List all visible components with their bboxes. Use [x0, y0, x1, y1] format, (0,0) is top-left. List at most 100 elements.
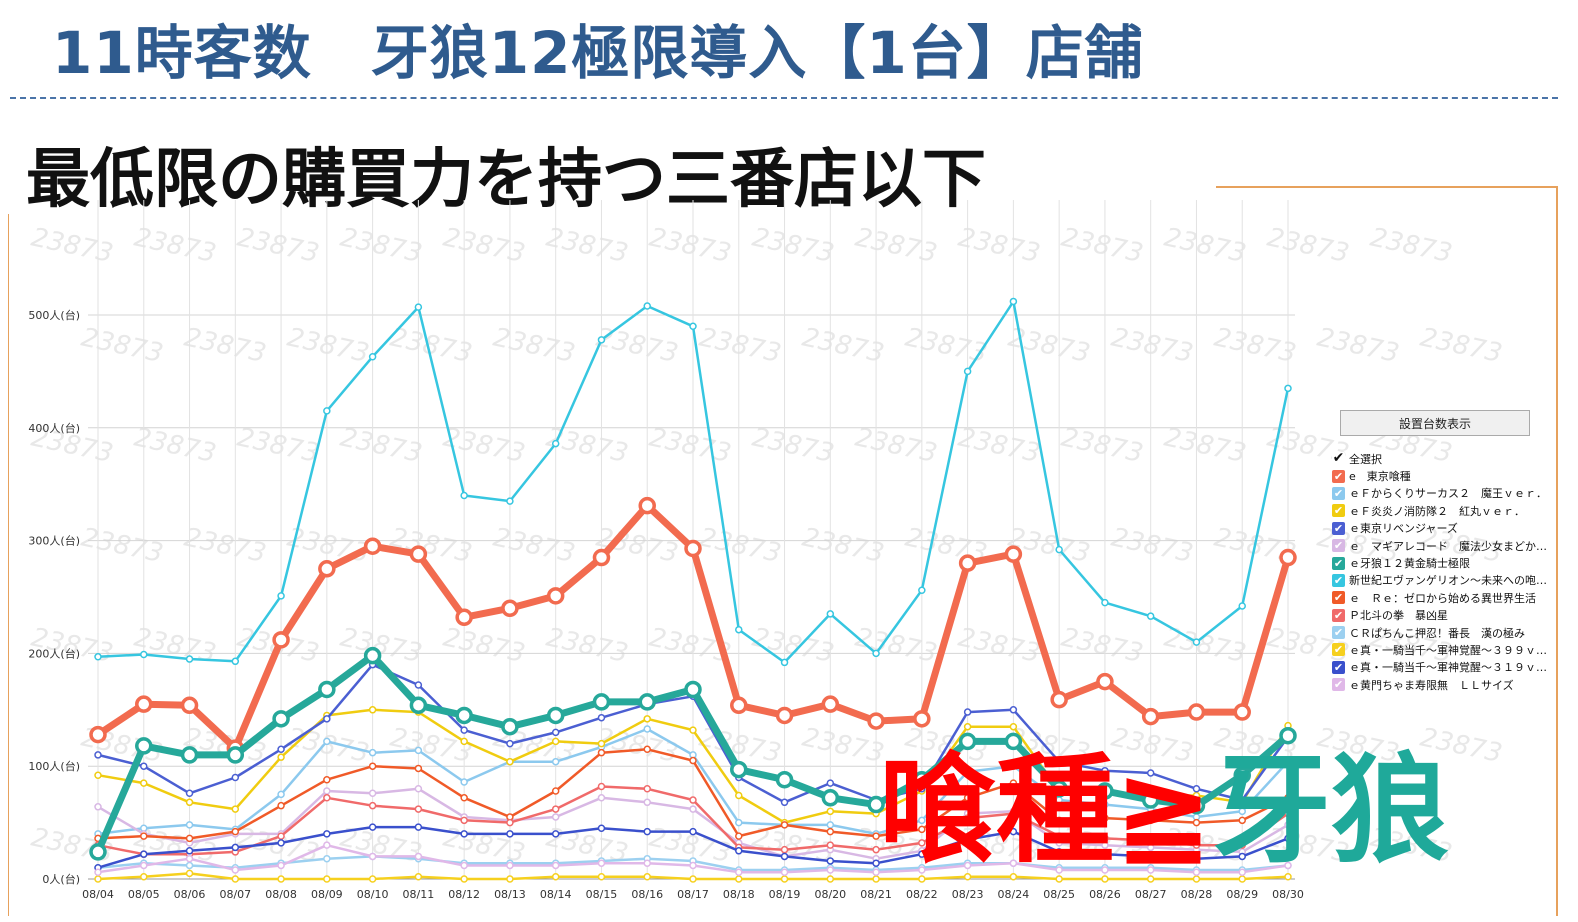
series-12-point-9[interactable] — [506, 861, 514, 870]
series-11-point-9[interactable] — [506, 830, 514, 838]
series-11-point-3[interactable] — [231, 843, 240, 852]
series-11-point-6[interactable] — [368, 823, 377, 831]
series-10-point-18[interactable] — [918, 875, 926, 883]
series-0-point-23[interactable] — [1141, 707, 1160, 726]
series-10-point-11[interactable] — [597, 872, 606, 881]
series-0-point-13[interactable] — [684, 539, 702, 558]
series-8-point-20[interactable] — [1009, 809, 1018, 818]
series-6-point-13[interactable] — [689, 322, 697, 331]
series-12-point-12[interactable] — [643, 859, 651, 867]
series-5-point-15[interactable] — [775, 770, 794, 789]
series-2-point-13[interactable] — [689, 726, 697, 734]
series-1-point-19[interactable] — [963, 768, 972, 776]
series-2-point-9[interactable] — [506, 757, 514, 766]
series-7-point-21[interactable] — [1055, 816, 1063, 825]
legend-checkbox-icon[interactable]: ✔ — [1332, 573, 1345, 587]
series-3-point-8[interactable] — [460, 726, 468, 734]
series-6-point-23[interactable] — [1146, 612, 1155, 620]
series-1-point-12[interactable] — [643, 725, 651, 733]
series-10-point-19[interactable] — [963, 872, 972, 881]
series-1-point-25[interactable] — [1238, 807, 1246, 816]
series-10-point-21[interactable] — [1055, 875, 1063, 883]
series-11-point-14[interactable] — [735, 847, 743, 855]
series-3-point-4[interactable] — [277, 745, 285, 754]
series-7-point-3[interactable] — [231, 827, 240, 836]
series-8-point-8[interactable] — [460, 816, 468, 825]
series-4-point-6[interactable] — [368, 789, 377, 798]
series-12-point-25[interactable] — [1238, 868, 1246, 876]
series-0-point-1[interactable] — [135, 695, 153, 713]
series-6-point-14[interactable] — [735, 625, 743, 634]
series-3-point-0[interactable] — [94, 751, 102, 759]
series-0-point-21[interactable] — [1050, 690, 1068, 709]
series-5-point-21[interactable] — [1050, 780, 1068, 798]
series-3-point-21[interactable] — [1055, 757, 1063, 766]
series-5-point-9[interactable] — [501, 717, 519, 736]
series-4-point-23[interactable] — [1146, 843, 1155, 852]
series-12-point-24[interactable] — [1192, 868, 1201, 876]
series-10-point-6[interactable] — [368, 875, 377, 883]
series-6-point-11[interactable] — [597, 336, 606, 344]
series-5-point-25[interactable] — [1233, 766, 1251, 784]
series-10-point-0[interactable] — [94, 875, 102, 883]
series-2-point-20[interactable] — [1009, 722, 1018, 731]
series-5-point-24[interactable] — [1187, 796, 1206, 815]
series-6-point-16[interactable] — [826, 610, 835, 618]
series-4-point-0[interactable] — [94, 803, 102, 811]
series-0-point-24[interactable] — [1187, 703, 1206, 721]
series-1-point-16[interactable] — [826, 821, 835, 829]
series-7-point-12[interactable] — [643, 745, 651, 754]
legend-item-1[interactable]: ✔ ｅＦからくりサーカス２ 魔王ｖｅｒ． — [1332, 485, 1552, 502]
series-3-point-9[interactable] — [506, 739, 514, 748]
series-8-point-23[interactable] — [1146, 836, 1155, 845]
series-5-point-4[interactable] — [272, 710, 290, 728]
series-12-point-5[interactable] — [323, 841, 331, 849]
series-5-point-16[interactable] — [821, 789, 840, 807]
series-10-point-5[interactable] — [323, 875, 331, 883]
series-12-point-16[interactable] — [826, 866, 835, 874]
series-3-point-11[interactable] — [597, 713, 606, 722]
series-12-point-10[interactable] — [551, 861, 560, 870]
series-12-point-13[interactable] — [689, 861, 697, 870]
series-6-point-24[interactable] — [1192, 638, 1201, 646]
series-12-point-17[interactable] — [872, 868, 880, 876]
legend-item-8[interactable]: ✔ Ｐ北斗の拳 暴凶星 — [1332, 607, 1552, 624]
series-4-point-22[interactable] — [1101, 841, 1109, 849]
series-6-point-19[interactable] — [963, 367, 972, 376]
series-11-point-2[interactable] — [185, 847, 194, 855]
legend-checkbox-icon[interactable]: ✔ — [1332, 678, 1345, 692]
series-3-point-10[interactable] — [551, 728, 560, 737]
series-8-point-19[interactable] — [963, 814, 972, 822]
series-7-point-13[interactable] — [689, 756, 697, 765]
legend-checkbox-icon[interactable]: ✔ — [1332, 504, 1345, 518]
series-8-point-16[interactable] — [826, 841, 835, 849]
series-10-point-1[interactable] — [140, 872, 148, 881]
series-11-point-13[interactable] — [689, 827, 697, 836]
series-4-point-26[interactable] — [1284, 821, 1292, 829]
series-11-point-18[interactable] — [918, 850, 926, 858]
series-4-point-13[interactable] — [689, 805, 697, 813]
series-1-point-26[interactable] — [1284, 757, 1292, 766]
series-4-point-7[interactable] — [414, 785, 423, 793]
series-7-point-20[interactable] — [1009, 779, 1018, 787]
series-7-point-16[interactable] — [826, 827, 835, 836]
series-8-point-12[interactable] — [643, 785, 651, 793]
series-7-point-11[interactable] — [597, 748, 606, 757]
series-6-point-20[interactable] — [1009, 297, 1018, 306]
series-3-point-15[interactable] — [780, 798, 789, 807]
series-5-point-0[interactable] — [89, 843, 107, 861]
series-0-point-22[interactable] — [1096, 672, 1114, 691]
series-12-point-11[interactable] — [597, 859, 606, 867]
series-7-point-2[interactable] — [185, 834, 194, 843]
series-2-point-3[interactable] — [231, 805, 240, 813]
series-11-point-15[interactable] — [780, 852, 789, 861]
series-11-point-4[interactable] — [277, 839, 285, 847]
series-0-point-25[interactable] — [1233, 703, 1251, 721]
series-4-point-12[interactable] — [643, 798, 651, 807]
series-5-point-22[interactable] — [1096, 782, 1114, 800]
series-10-point-25[interactable] — [1238, 875, 1246, 883]
series-0-point-0[interactable] — [89, 725, 107, 744]
legend-checkbox-icon[interactable]: ✔ — [1332, 486, 1345, 500]
series-6-point-15[interactable] — [780, 658, 789, 667]
series-7-point-22[interactable] — [1101, 814, 1109, 822]
